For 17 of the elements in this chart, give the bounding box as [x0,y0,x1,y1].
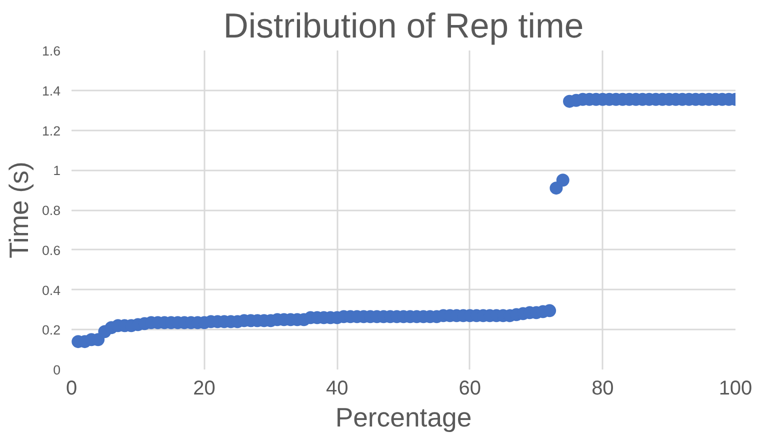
y-tick-label: 1 [53,163,61,178]
chart-title: Distribution of Rep time [223,8,584,46]
y-tick-label: 1.4 [42,83,62,98]
x-tick-label: 80 [592,378,614,400]
x-tick-label: 60 [458,378,482,400]
y-tick-label: 0.6 [42,242,61,258]
y-tick-label: 0.8 [42,203,61,218]
y-tick-label: 0.2 [42,322,61,338]
x-tick-label: 40 [326,378,348,400]
x-axis-title: Percentage [335,402,472,432]
y-tick-label: 0.4 [42,282,62,298]
y-axis-title: Time (s) [4,162,34,258]
x-tick-label: 100 [718,378,752,400]
y-tick-label: 1.6 [42,44,61,58]
y-tick-label: 1.2 [42,123,61,138]
x-tick-label: 20 [193,378,216,400]
y-tick-label: 0 [53,362,61,378]
